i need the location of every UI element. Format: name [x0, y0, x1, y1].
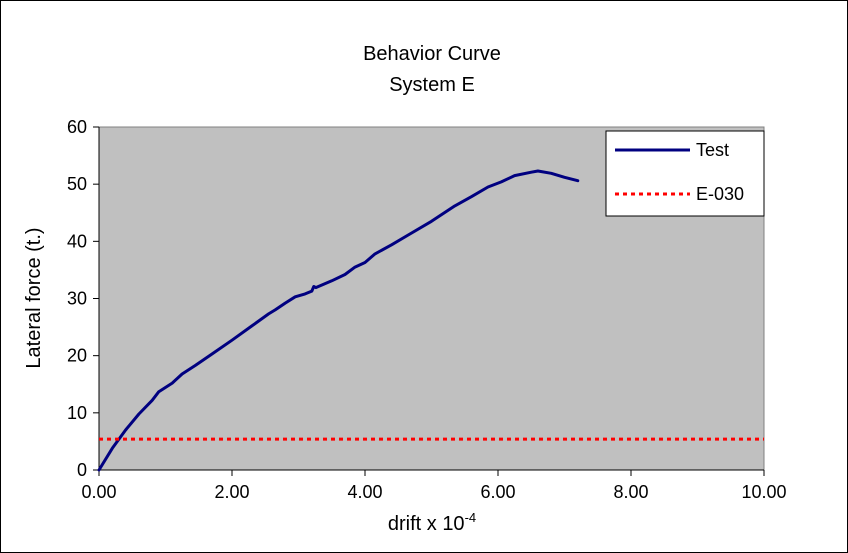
x-tick-label: 8.00: [613, 482, 648, 502]
legend-box: [605, 130, 765, 217]
legend-entry-e030: E-030: [615, 184, 744, 204]
y-tick-label: 20: [67, 346, 87, 366]
chart-title: Behavior Curve: [363, 43, 501, 65]
x-tick-label: 2.00: [214, 482, 249, 502]
x-tick-label: 4.00: [347, 482, 382, 502]
chart-subtitle: System E: [389, 74, 475, 96]
x-axis-title: drift x 10-4: [388, 510, 476, 535]
y-tick-label: 30: [67, 289, 87, 309]
series-layer: [97, 169, 764, 472]
y-tick-label: 10: [67, 403, 87, 423]
x-tick-label: 0.00: [81, 482, 116, 502]
legend-entry-test: Test: [615, 140, 729, 160]
legend-label-test: Test: [696, 140, 729, 160]
y-tick-label: 60: [67, 117, 87, 137]
x-axis-title-base: drift x 10: [388, 513, 465, 535]
x-axis: 0.00 2.00 4.00 6.00 8.00 10.00: [81, 469, 787, 502]
y-axis: 0 10 20 30 40 50 60: [67, 117, 100, 480]
y-axis-title: Lateral force (t.): [23, 227, 45, 368]
series-line-test: [97, 169, 580, 472]
x-tick-label: 6.00: [480, 482, 515, 502]
x-axis-title-exponent: -4: [465, 510, 477, 525]
y-tick-label: 40: [67, 231, 87, 251]
legend: Test E-030: [605, 130, 765, 217]
x-tick-label: 10.00: [741, 482, 786, 502]
y-tick-label: 0: [77, 460, 87, 480]
legend-label-e030: E-030: [696, 184, 744, 204]
y-tick-label: 50: [67, 174, 87, 194]
